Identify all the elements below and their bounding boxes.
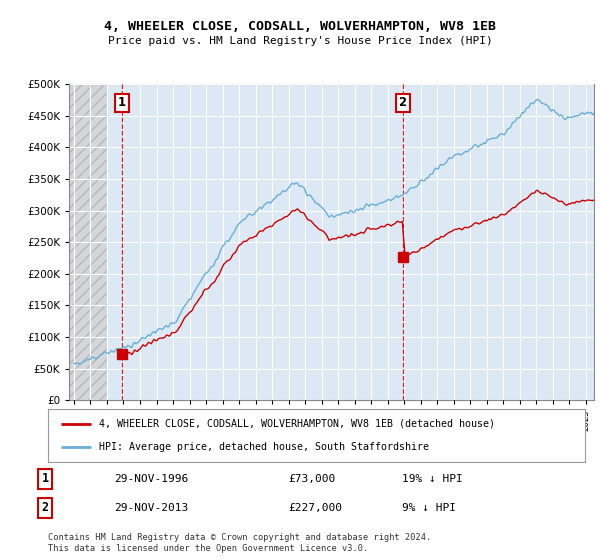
Text: 19% ↓ HPI: 19% ↓ HPI <box>402 474 463 484</box>
Text: 2: 2 <box>41 501 49 515</box>
Text: 1: 1 <box>41 473 49 486</box>
Text: £73,000: £73,000 <box>288 474 335 484</box>
Text: 1: 1 <box>118 96 126 110</box>
Text: HPI: Average price, detached house, South Staffordshire: HPI: Average price, detached house, Sout… <box>99 442 429 452</box>
Text: 2: 2 <box>398 96 407 110</box>
Text: 4, WHEELER CLOSE, CODSALL, WOLVERHAMPTON, WV8 1EB (detached house): 4, WHEELER CLOSE, CODSALL, WOLVERHAMPTON… <box>99 419 495 429</box>
Text: 29-NOV-2013: 29-NOV-2013 <box>114 503 188 513</box>
Text: £227,000: £227,000 <box>288 503 342 513</box>
Text: 9% ↓ HPI: 9% ↓ HPI <box>402 503 456 513</box>
Text: 4, WHEELER CLOSE, CODSALL, WOLVERHAMPTON, WV8 1EB: 4, WHEELER CLOSE, CODSALL, WOLVERHAMPTON… <box>104 20 496 32</box>
Text: Contains HM Land Registry data © Crown copyright and database right 2024.
This d: Contains HM Land Registry data © Crown c… <box>48 533 431 553</box>
Text: 29-NOV-1996: 29-NOV-1996 <box>114 474 188 484</box>
Text: Price paid vs. HM Land Registry's House Price Index (HPI): Price paid vs. HM Land Registry's House … <box>107 36 493 46</box>
Bar <box>69 84 107 400</box>
